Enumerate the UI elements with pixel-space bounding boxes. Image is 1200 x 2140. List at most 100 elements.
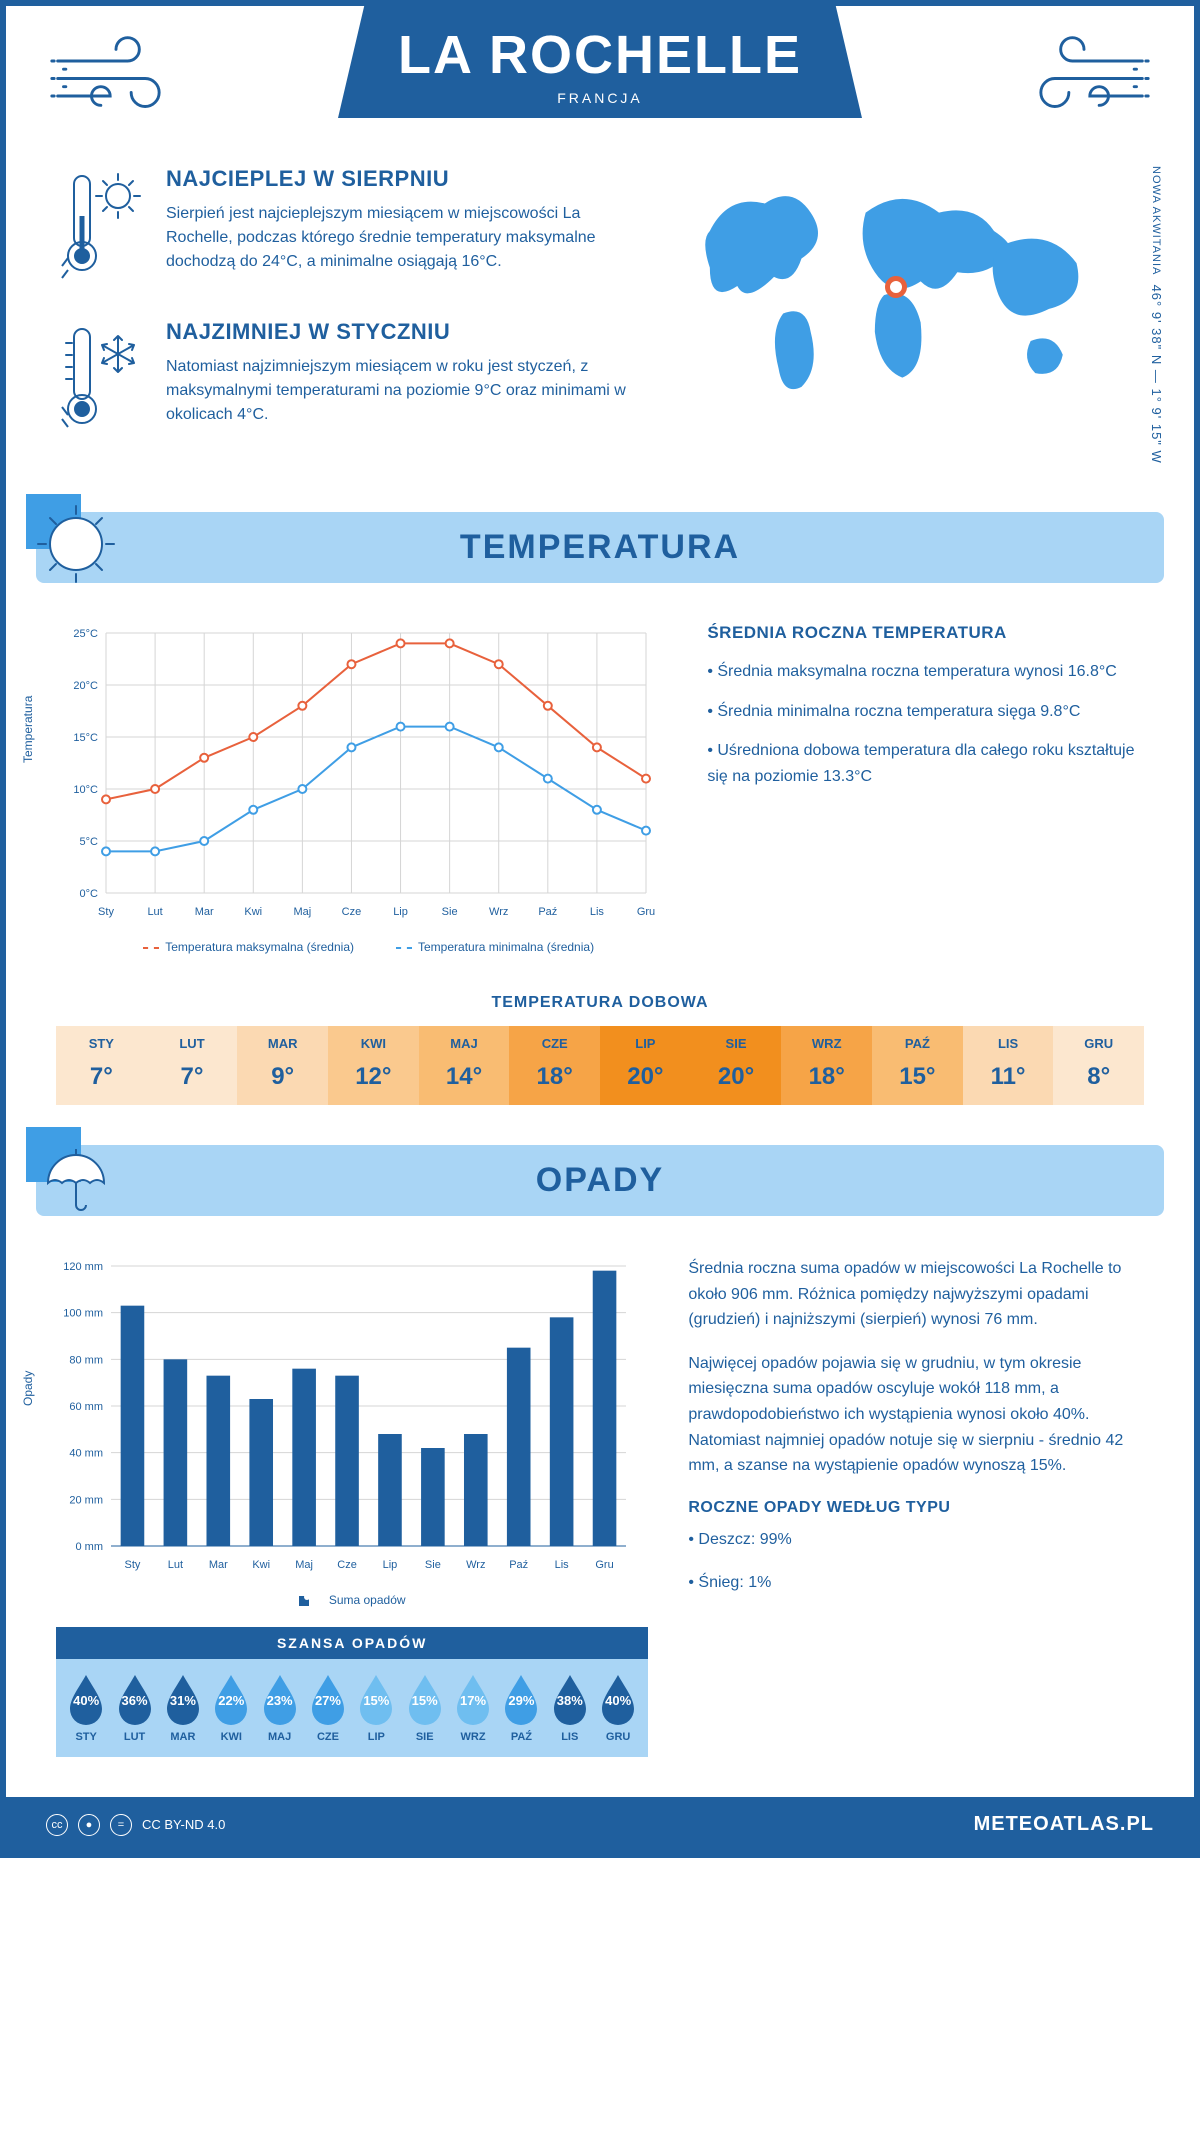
daily-temp-cell: KWI12° (328, 1026, 419, 1105)
temperature-legend: Temperatura maksymalna (średnia)Temperat… (56, 940, 667, 954)
raindrop-icon: 40% (597, 1673, 639, 1725)
precip-by-type-item: • Śnieg: 1% (688, 1570, 1144, 1596)
svg-text:Wrz: Wrz (489, 906, 508, 918)
svg-text:120 mm: 120 mm (63, 1261, 103, 1273)
precip-chance-cell: 15%SIE (401, 1673, 449, 1743)
precip-chance-cell: 40%GRU (594, 1673, 642, 1743)
svg-text:Sie: Sie (442, 906, 458, 918)
svg-text:Cze: Cze (342, 906, 362, 918)
fact-hot-title: NAJCIEPLEJ W SIERPNIU (166, 166, 634, 192)
svg-text:Maj: Maj (293, 906, 311, 918)
raindrop-icon: 38% (549, 1673, 591, 1725)
svg-text:Lis: Lis (555, 1559, 570, 1571)
temp-info-point: • Uśredniona dobowa temperatura dla całe… (707, 738, 1144, 789)
raindrop-icon: 15% (355, 1673, 397, 1725)
precip-by-type-title: ROCZNE OPADY WEDŁUG TYPU (688, 1499, 1144, 1517)
page-title: LA ROCHELLE (398, 24, 802, 86)
raindrop-icon: 36% (114, 1673, 156, 1725)
precip-text-1: Średnia roczna suma opadów w miejscowośc… (688, 1256, 1144, 1333)
svg-text:0 mm: 0 mm (76, 1541, 104, 1553)
umbrella-icon (26, 1127, 126, 1227)
fact-cold-text: Natomiast najzimniejszym miesiącem w rok… (166, 355, 634, 427)
svg-text:Maj: Maj (295, 1559, 313, 1571)
cc-icon: cc (46, 1814, 68, 1836)
fact-cold: NAJZIMNIEJ W STYCZNIU Natomiast najzimni… (56, 319, 634, 444)
svg-text:40 mm: 40 mm (69, 1448, 103, 1460)
coordinates-label: NOWA AKWITANIA 46° 9' 38" N — 1° 9' 15" … (1149, 166, 1164, 464)
precip-text-2: Najwięcej opadów pojawia się w grudniu, … (688, 1351, 1144, 1479)
precip-chance-title: SZANSA OPADÓW (56, 1627, 648, 1659)
daily-temp-cell: MAR9° (237, 1026, 328, 1105)
nd-icon: = (110, 1814, 132, 1836)
svg-text:25°C: 25°C (73, 628, 98, 640)
svg-text:15°C: 15°C (73, 732, 98, 744)
svg-text:Cze: Cze (337, 1559, 357, 1571)
precip-chance-cell: 17%WRZ (449, 1673, 497, 1743)
svg-text:Mar: Mar (209, 1559, 228, 1571)
precip-chance-cell: 23%MAJ (255, 1673, 303, 1743)
svg-text:100 mm: 100 mm (63, 1308, 103, 1320)
svg-text:Kwi: Kwi (252, 1559, 270, 1571)
svg-text:Lip: Lip (383, 1559, 398, 1571)
daily-temp-cell: GRU8° (1053, 1026, 1144, 1105)
raindrop-icon: 31% (162, 1673, 204, 1725)
raindrop-icon: 23% (259, 1673, 301, 1725)
precip-chance-row: 40%STY 36%LUT 31%MAR 22%KWI 23%MAJ 27%CZ… (56, 1659, 648, 1757)
temp-info-title: ŚREDNIA ROCZNA TEMPERATURA (707, 623, 1144, 643)
temp-info-point: • Średnia minimalna roczna temperatura s… (707, 699, 1144, 725)
svg-text:Gru: Gru (637, 906, 655, 918)
svg-text:20°C: 20°C (73, 680, 98, 692)
daily-temp-cell: LUT7° (147, 1026, 238, 1105)
fact-cold-title: NAJZIMNIEJ W STYCZNIU (166, 319, 634, 345)
raindrop-icon: 22% (210, 1673, 252, 1725)
precip-chance-cell: 15%LIP (352, 1673, 400, 1743)
precip-chance-cell: 27%CZE (304, 1673, 352, 1743)
svg-text:Gru: Gru (595, 1559, 613, 1571)
temperature-title: TEMPERATURA (36, 528, 1164, 567)
precip-chance-cell: 38%LIS (546, 1673, 594, 1743)
svg-text:Sty: Sty (98, 906, 114, 918)
fact-hot: NAJCIEPLEJ W SIERPNIU Sierpień jest najc… (56, 166, 634, 291)
license-block: cc ● = CC BY-ND 4.0 (46, 1814, 225, 1836)
wind-icon-right (1014, 26, 1154, 126)
daily-temp-title: TEMPERATURA DOBOWA (6, 994, 1194, 1012)
fact-hot-text: Sierpień jest najcieplejszym miesiącem w… (166, 202, 634, 274)
title-block: LA ROCHELLE FRANCJA (186, 26, 1014, 118)
precip-chance-cell: 29%PAŹ (497, 1673, 545, 1743)
raindrop-icon: 27% (307, 1673, 349, 1725)
precip-y-axis-label: Opady (21, 1370, 35, 1405)
svg-text:Lut: Lut (168, 1559, 183, 1571)
svg-text:0°C: 0°C (80, 888, 99, 900)
raindrop-icon: 15% (404, 1673, 446, 1725)
precip-chance-cell: 31%MAR (159, 1673, 207, 1743)
svg-text:5°C: 5°C (80, 836, 99, 848)
svg-text:80 mm: 80 mm (69, 1354, 103, 1366)
temperature-section-header: TEMPERATURA (36, 512, 1164, 583)
page: LA ROCHELLE FRANCJA NAJCIEPLEJ W SIERPNI… (0, 0, 1200, 1858)
world-map-block: NOWA AKWITANIA 46° 9' 38" N — 1° 9' 15" … (664, 166, 1144, 472)
header: LA ROCHELLE FRANCJA (6, 6, 1194, 136)
daily-temp-cell: CZE18° (509, 1026, 600, 1105)
daily-temp-cell: PAŹ15° (872, 1026, 963, 1105)
daily-temp-cell: LIS11° (963, 1026, 1054, 1105)
precip-chance-cell: 22%KWI (207, 1673, 255, 1743)
svg-text:Mar: Mar (195, 906, 214, 918)
precip-bar-chart: Opady 0 mm20 mm40 mm60 mm80 mm100 mm120 … (56, 1256, 648, 1581)
svg-text:Sty: Sty (125, 1559, 141, 1571)
thermometer-sun-icon (56, 166, 146, 291)
svg-text:60 mm: 60 mm (69, 1401, 103, 1413)
svg-text:Lut: Lut (147, 906, 162, 918)
svg-text:Paź: Paź (538, 906, 557, 918)
precip-chance-cell: 40%STY (62, 1673, 110, 1743)
svg-text:Lip: Lip (393, 906, 408, 918)
svg-text:Kwi: Kwi (244, 906, 262, 918)
svg-text:Lis: Lis (590, 906, 605, 918)
temp-info-point: • Średnia maksymalna roczna temperatura … (707, 659, 1144, 685)
footer: cc ● = CC BY-ND 4.0 METEOATLAS.PL (6, 1797, 1194, 1852)
precip-section-header: OPADY (36, 1145, 1164, 1216)
svg-text:Sie: Sie (425, 1559, 441, 1571)
daily-temp-cell: WRZ18° (781, 1026, 872, 1105)
license-text: CC BY-ND 4.0 (142, 1817, 225, 1832)
daily-temp-cell: MAJ14° (419, 1026, 510, 1105)
page-subtitle: FRANCJA (398, 90, 802, 106)
